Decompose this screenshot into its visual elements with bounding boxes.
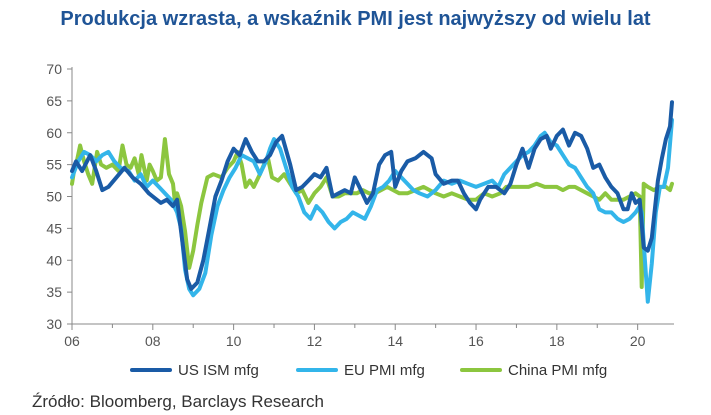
y-tick-label: 70 (46, 61, 62, 77)
x-tick-label: 16 (468, 333, 484, 349)
legend-label: EU PMI mfg (344, 362, 425, 379)
y-tick-label: 40 (46, 252, 62, 268)
x-tick-label: 12 (307, 333, 323, 349)
y-tick-label: 65 (46, 93, 62, 109)
x-tick-label: 14 (387, 333, 403, 349)
y-axis: 30 35 40 45 50 55 60 65 70 (46, 61, 73, 332)
y-tick-label: 45 (46, 220, 62, 236)
y-tick-label: 35 (46, 284, 62, 300)
legend-label: US ISM mfg (178, 362, 259, 379)
y-tick-label: 50 (46, 189, 62, 205)
series-line-eu-pmi-mfg (70, 118, 674, 304)
chart-title: Produkcja wzrasta, a wskaźnik PMI jest n… (60, 8, 651, 30)
x-tick-label: 18 (549, 333, 565, 349)
legend-label: China PMI mfg (508, 362, 607, 379)
y-tick-label: 60 (46, 125, 62, 141)
x-tick-label: 06 (64, 333, 80, 349)
source-note: Źródło: Bloomberg, Barclays Research (32, 392, 324, 411)
y-tick-label: 30 (46, 316, 62, 332)
series-line-china-pmi-mfg (70, 137, 674, 289)
x-tick-label: 20 (630, 333, 646, 349)
y-tick-label: 55 (46, 157, 62, 173)
series-line-us-ism-mfg (70, 100, 674, 291)
x-tick-label: 10 (226, 333, 242, 349)
x-axis: 06 08 10 12 14 16 18 20 (64, 323, 674, 349)
series-layer (70, 100, 674, 304)
legend: US ISM mfg EU PMI mfg China PMI mfg (130, 362, 607, 379)
x-tick-label: 08 (145, 333, 161, 349)
